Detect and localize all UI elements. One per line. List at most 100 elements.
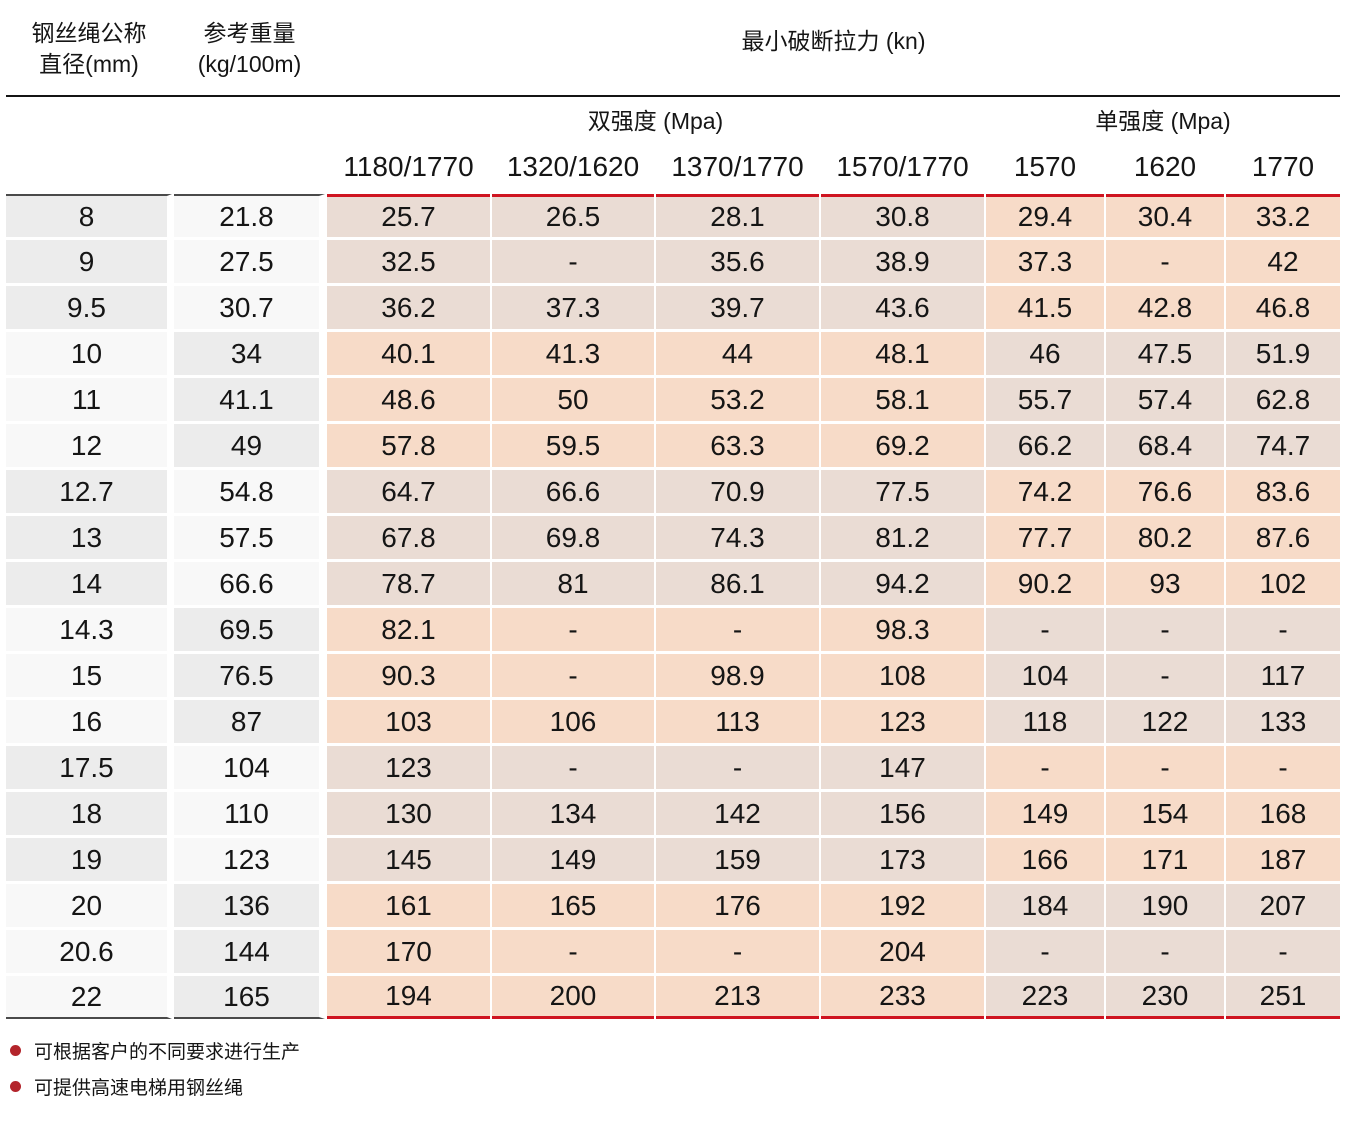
note-row: 可根据客户的不同要求进行生产 [10,1037,1346,1064]
diameter-cell: 12 [6,424,172,467]
value-cell: - [1106,240,1224,283]
value-cell: 32.5 [327,240,490,283]
value-cell: 50 [492,378,654,421]
diameter-cell: 20.6 [6,930,172,973]
value-cell: 168 [1226,792,1340,835]
value-cell: 67.8 [327,516,490,559]
diameter-header-line2: 直径(mm) [39,51,139,77]
value-cell: 64.7 [327,470,490,513]
weight-cell: 57.5 [174,516,325,559]
value-cell: - [1106,930,1224,973]
value-cell: 37.3 [986,240,1104,283]
diameter-cell: 14.3 [6,608,172,651]
weight-cell: 21.8 [174,194,325,237]
value-cell: 46 [986,332,1104,375]
value-cell: 78.7 [327,562,490,605]
value-cell: 36.2 [327,286,490,329]
diameter-cell: 10 [6,332,172,375]
value-cell: 187 [1226,838,1340,881]
value-cell: 103 [327,700,490,743]
value-cell: 48.6 [327,378,490,421]
diameter-cell: 16 [6,700,172,743]
value-cell: 47.5 [1106,332,1224,375]
value-cell: - [1106,654,1224,697]
weight-cell: 165 [174,976,325,1019]
diameter-cell: 20 [6,884,172,927]
breaking-force-header: 最小破断拉力 (kn) [741,28,926,54]
diameter-header: 钢丝绳公称 直径(mm) [6,6,172,92]
value-cell: 62.8 [1226,378,1340,421]
value-cell: 25.7 [327,194,490,237]
note-row: 可提供高速电梯用钢丝绳 [10,1073,1346,1100]
value-cell: 26.5 [492,194,654,237]
value-cell: 53.2 [656,378,819,421]
note-text: 可提供高速电梯用钢丝绳 [34,1078,244,1099]
value-cell: 161 [327,884,490,927]
column-header: 1320/1620 [506,151,640,182]
value-cell: 184 [986,884,1104,927]
note-bullet-icon [10,1081,21,1092]
diameter-cell: 9.5 [6,286,172,329]
value-cell: 63.3 [656,424,819,467]
value-cell: - [1106,608,1224,651]
value-cell: 192 [821,884,984,927]
diameter-cell: 14 [6,562,172,605]
value-cell: 176 [656,884,819,927]
weight-cell: 66.6 [174,562,325,605]
value-cell: 104 [986,654,1104,697]
weight-cell: 144 [174,930,325,973]
value-cell: 42.8 [1106,286,1224,329]
value-cell: 154 [1106,792,1224,835]
value-cell: 233 [821,976,984,1019]
weight-header-line1: 参考重量 [203,20,296,46]
value-cell: - [492,654,654,697]
value-cell: 147 [821,746,984,789]
value-cell: 98.9 [656,654,819,697]
value-cell: 87.6 [1226,516,1340,559]
value-cell: 102 [1226,562,1340,605]
value-cell: 38.9 [821,240,984,283]
weight-cell: 87 [174,700,325,743]
value-cell: 159 [656,838,819,881]
value-cell: 122 [1106,700,1224,743]
value-cell: 48.1 [821,332,984,375]
value-cell: 106 [492,700,654,743]
value-cell: 69.2 [821,424,984,467]
column-header: 1770 [1251,151,1315,182]
double-strength-group-header: 双强度 (Mpa) [587,108,724,134]
column-header: 1180/1770 [343,151,474,182]
diameter-cell: 18 [6,792,172,835]
value-cell: 57.8 [327,424,490,467]
value-cell: 149 [492,838,654,881]
value-cell: 149 [986,792,1104,835]
value-cell: 117 [1226,654,1340,697]
weight-cell: 54.8 [174,470,325,513]
value-cell: 37.3 [492,286,654,329]
diameter-cell: 19 [6,838,172,881]
value-cell: 82.1 [327,608,490,651]
value-cell: 39.7 [656,286,819,329]
value-cell: 33.2 [1226,194,1340,237]
value-cell: 142 [656,792,819,835]
value-cell: 55.7 [986,378,1104,421]
value-cell: - [492,746,654,789]
value-cell: 113 [656,700,819,743]
value-cell: 204 [821,930,984,973]
value-cell: - [1226,608,1340,651]
diameter-cell: 12.7 [6,470,172,513]
value-cell: 133 [1226,700,1340,743]
value-cell: - [1106,746,1224,789]
value-cell: 194 [327,976,490,1019]
value-cell: 68.4 [1106,424,1224,467]
value-cell: 145 [327,838,490,881]
value-cell: 165 [492,884,654,927]
value-cell: 41.3 [492,332,654,375]
value-cell: 57.4 [1106,378,1224,421]
value-cell: 81.2 [821,516,984,559]
value-cell: 74.2 [986,470,1104,513]
value-cell: 51.9 [1226,332,1340,375]
weight-cell: 34 [174,332,325,375]
value-cell: 40.1 [327,332,490,375]
value-cell: 43.6 [821,286,984,329]
value-cell: 207 [1226,884,1340,927]
